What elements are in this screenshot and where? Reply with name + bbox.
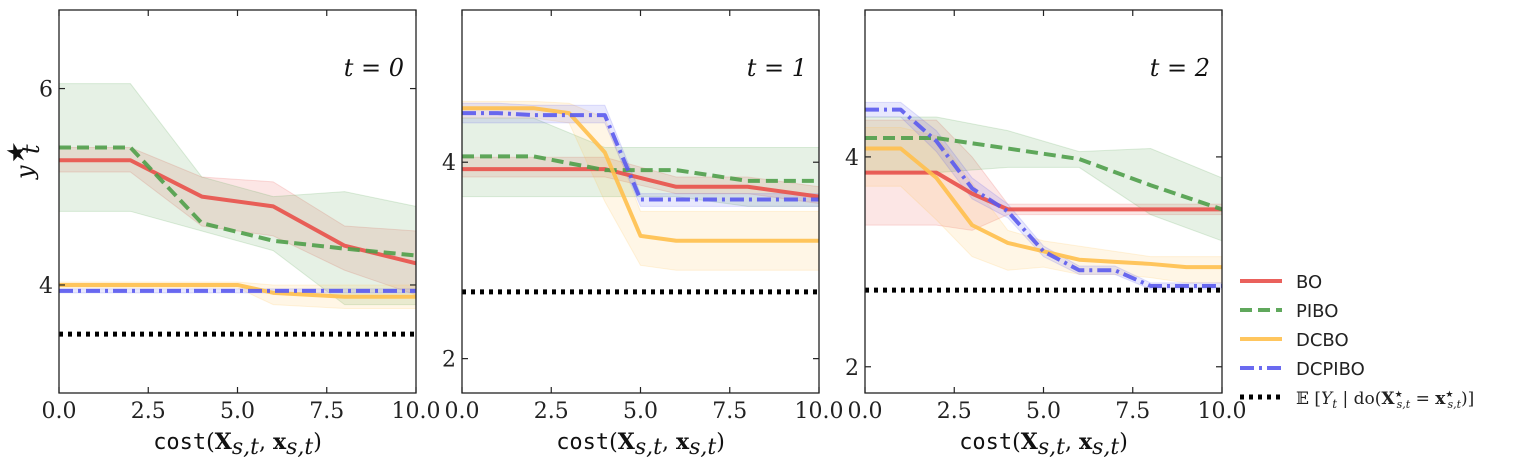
legend-label: 𝔼 [Yt | do(X★ s,t = x★ s,t)] xyxy=(1296,389,1474,411)
x-tick-label: 10.0 xyxy=(1198,399,1247,424)
x-tick-label: 10.0 xyxy=(392,399,441,424)
x-tick-label: 0.0 xyxy=(445,399,480,424)
series-line-dcbo xyxy=(865,146,1222,270)
x-tick-label: 7.5 xyxy=(309,399,344,424)
series-line-dcbo xyxy=(462,106,819,243)
x-tick-label: 7.5 xyxy=(1115,399,1150,424)
legend: BO PIBO DCBO DCPIBO 𝔼 [Yt | do(X★ s,t = x★ s,t… xyxy=(1240,272,1474,411)
chart-panel-2: 0.0 2.5 5.0 7.5 10.0 2 4 t = 2 cost(Xs,t, xs,t) xyxy=(845,9,1247,460)
legend-item-dcbo: DCBO xyxy=(1240,330,1349,351)
plot-area xyxy=(59,83,416,337)
x-tick-label: 0.0 xyxy=(42,399,77,424)
series-line-bo xyxy=(462,167,819,199)
series-line-dcpibo xyxy=(462,111,819,202)
plot-area xyxy=(865,101,1222,293)
y-tick-label: 6 xyxy=(39,78,53,103)
legend-label: PIBO xyxy=(1296,301,1338,322)
legend-label: BO xyxy=(1296,272,1322,293)
y-tick-label: 2 xyxy=(845,356,859,381)
chart-panel-1: 0.0 2.5 5.0 7.5 10.0 2 4 t = 1 cost(Xs,t, xs,t) xyxy=(442,9,844,460)
series-line-pibo xyxy=(59,145,416,258)
band-bo xyxy=(59,146,416,296)
legend-label: DCBO xyxy=(1296,330,1349,351)
panel-title: t = 1 xyxy=(747,54,807,82)
legend-item-pibo: PIBO xyxy=(1240,301,1338,322)
series-line-dcbo xyxy=(59,282,416,299)
legend-label: DCPIBO xyxy=(1296,359,1365,380)
x-tick-label: 5.0 xyxy=(623,399,658,424)
x-tick-label: 7.5 xyxy=(712,399,747,424)
series-line-pibo xyxy=(462,154,819,183)
x-tick-label: 2.5 xyxy=(131,399,166,424)
y-tick-label: 4 xyxy=(442,151,456,176)
y-tick-label: 2 xyxy=(442,348,456,373)
x-axis-label: cost(Xs,t, xs,t) xyxy=(556,429,725,460)
series-line-pibo xyxy=(865,136,1222,212)
plot-area xyxy=(462,100,819,295)
x-tick-label: 5.0 xyxy=(1026,399,1061,424)
legend-item-bo: BO xyxy=(1240,272,1322,293)
band-pibo xyxy=(462,117,819,207)
y-axis-label: y★t xyxy=(2,142,45,180)
panel-title: t = 0 xyxy=(344,54,404,82)
y-tick-label: 4 xyxy=(845,146,859,171)
series-line-dcpibo xyxy=(865,107,1222,288)
x-tick-label: 0.0 xyxy=(848,399,883,424)
legend-item-dcpibo: DCPIBO xyxy=(1240,359,1365,380)
chart-panel-0: 0.0 2.5 5.0 7.5 10.0 4 6 t = 0 cost(Xs,t, xs,t) y… xyxy=(2,9,441,460)
panel-title: t = 2 xyxy=(1150,54,1210,82)
band-dcbo xyxy=(462,100,819,271)
x-axis-label: cost(Xs,t, xs,t) xyxy=(959,429,1128,460)
y-tick-label: 4 xyxy=(39,274,53,299)
band-dcbo xyxy=(59,281,416,310)
x-tick-label: 10.0 xyxy=(795,399,844,424)
x-tick-label: 2.5 xyxy=(534,399,569,424)
x-axis-label: cost(Xs,t, xs,t) xyxy=(153,429,322,460)
x-tick-label: 5.0 xyxy=(220,399,255,424)
band-pibo xyxy=(59,83,416,306)
legend-item-e-y-t-do-x-s-t-x-s-t: 𝔼 [Yt | do(X★ s,t = x★ s,t)] xyxy=(1240,389,1474,411)
x-tick-label: 2.5 xyxy=(937,399,972,424)
